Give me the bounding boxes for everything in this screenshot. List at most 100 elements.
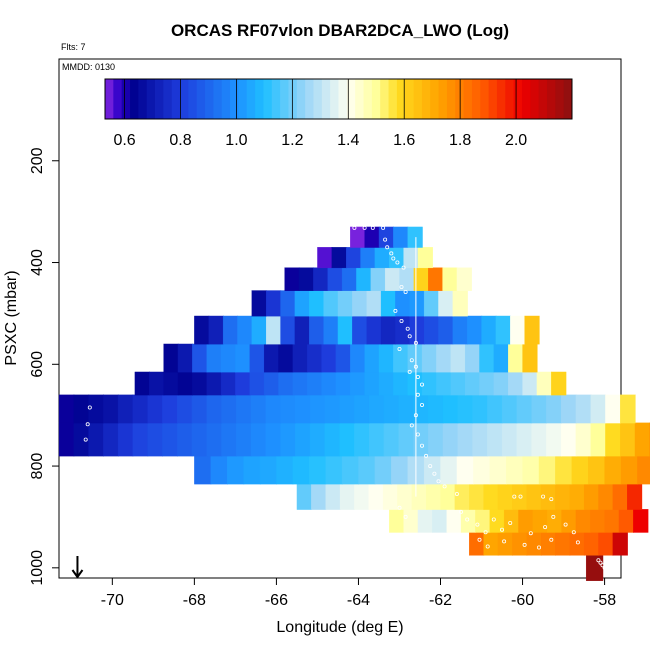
heatmap-cell xyxy=(605,422,621,457)
data-marker xyxy=(419,402,424,407)
heatmap-cell xyxy=(192,371,208,396)
date-label: MMDD: 0130 xyxy=(62,62,115,72)
heatmap-cell xyxy=(221,422,237,457)
heatmap-cell xyxy=(235,343,251,373)
data-marker xyxy=(399,284,404,289)
data-marker xyxy=(432,471,437,476)
heatmap-cell xyxy=(366,315,382,345)
heatmap-cell xyxy=(417,247,433,269)
heatmap-cell xyxy=(323,290,339,317)
heatmap-cell xyxy=(483,483,499,510)
heatmap-cell xyxy=(280,290,296,317)
colorbar-cell xyxy=(530,79,540,119)
heatmap-cell xyxy=(516,422,533,457)
heatmap-cell xyxy=(590,422,607,457)
colorbar-cell xyxy=(263,79,273,119)
data-marker xyxy=(415,432,420,437)
x-axis: -70 -68 -66 -64 -62 -60 -58 xyxy=(101,578,616,609)
heatmap-cell xyxy=(495,315,511,345)
heatmap-cell xyxy=(354,483,370,510)
heatmap-cell xyxy=(450,371,466,396)
heatmap-cell xyxy=(428,267,444,291)
data-marker xyxy=(436,479,441,484)
heatmap-cell xyxy=(220,343,237,373)
heatmap-cell xyxy=(637,455,650,485)
heatmap-cell xyxy=(585,554,604,581)
heatmap-cell xyxy=(469,532,485,556)
data-marker xyxy=(528,531,533,536)
heatmap-cell xyxy=(421,371,438,396)
surface-arrow-icon xyxy=(71,556,84,579)
data-marker xyxy=(403,514,408,519)
heatmap-cell xyxy=(163,343,179,373)
heatmap-cell xyxy=(452,290,468,317)
colorbar-cell xyxy=(196,79,206,119)
data-marker xyxy=(85,422,90,427)
heatmap-cell xyxy=(147,394,164,424)
heatmap-cell xyxy=(487,422,503,457)
data-marker xyxy=(483,530,488,535)
data-marker xyxy=(458,509,463,514)
data-marker xyxy=(393,308,398,313)
colorbar-cell xyxy=(521,79,531,119)
y-axis-label: PSXC (mbar) xyxy=(3,270,20,365)
heatmap-cell xyxy=(350,371,366,396)
heatmap-cell xyxy=(380,315,397,345)
heatmap-cell xyxy=(134,371,150,396)
heatmap-cell xyxy=(266,290,282,317)
heatmap-cell xyxy=(518,509,534,533)
heatmap-cell xyxy=(501,422,518,457)
heatmap-cell xyxy=(522,371,538,396)
colorbar-tick-label: 0.6 xyxy=(113,132,135,149)
y-tick-label: 1000 xyxy=(29,550,46,586)
data-marker xyxy=(87,405,92,410)
heatmap-cell xyxy=(295,422,311,457)
data-marker xyxy=(403,289,408,294)
heatmap-cell xyxy=(536,371,552,396)
heatmap-cell xyxy=(436,371,452,396)
heatmap-cell xyxy=(311,483,327,510)
heatmap-cell xyxy=(327,267,343,291)
heatmap-cell xyxy=(436,343,452,373)
data-marker xyxy=(395,260,400,265)
plot-frame xyxy=(58,58,622,579)
heatmap-cell xyxy=(411,483,427,510)
data-marker xyxy=(415,392,420,397)
data-marker xyxy=(83,437,88,442)
colorbar-tick-label: 1.0 xyxy=(225,132,247,149)
data-marker xyxy=(419,443,424,448)
data-marker xyxy=(409,358,414,363)
heatmap-cell xyxy=(265,394,282,424)
heatmap-cell xyxy=(383,422,400,457)
data-marker xyxy=(399,318,404,323)
heatmap-cell xyxy=(324,422,341,457)
heatmap-cell xyxy=(73,394,90,424)
data-marker xyxy=(549,497,554,502)
heatmap-cell xyxy=(503,509,520,533)
data-marker xyxy=(415,374,420,379)
heatmap-cell xyxy=(598,483,614,510)
heatmap-cell xyxy=(605,394,621,424)
colorbar-cell xyxy=(471,79,481,119)
colorbar-cell xyxy=(221,79,231,119)
heatmap-cell xyxy=(263,343,280,373)
heatmap-cell xyxy=(374,247,390,269)
colorbar-cell xyxy=(188,79,198,119)
colorbar-cell xyxy=(238,79,248,119)
data-marker xyxy=(391,256,396,261)
colorbar-cell xyxy=(121,79,131,119)
heatmap-cell xyxy=(364,371,380,396)
colorbar-cell xyxy=(271,79,281,119)
heatmap-cell xyxy=(237,315,253,345)
heatmap-cell xyxy=(501,394,518,424)
heatmap-cell xyxy=(479,371,495,396)
heatmap-cell xyxy=(249,343,265,373)
heatmap-cell xyxy=(487,394,503,424)
heatmap-cell xyxy=(360,247,376,269)
heatmap-cell xyxy=(512,483,528,510)
heatmap-cell xyxy=(522,343,538,373)
heatmap-cell xyxy=(389,509,405,533)
heatmap-cell xyxy=(510,315,526,345)
data-marker xyxy=(362,225,367,230)
heatmap-cell xyxy=(428,394,444,424)
